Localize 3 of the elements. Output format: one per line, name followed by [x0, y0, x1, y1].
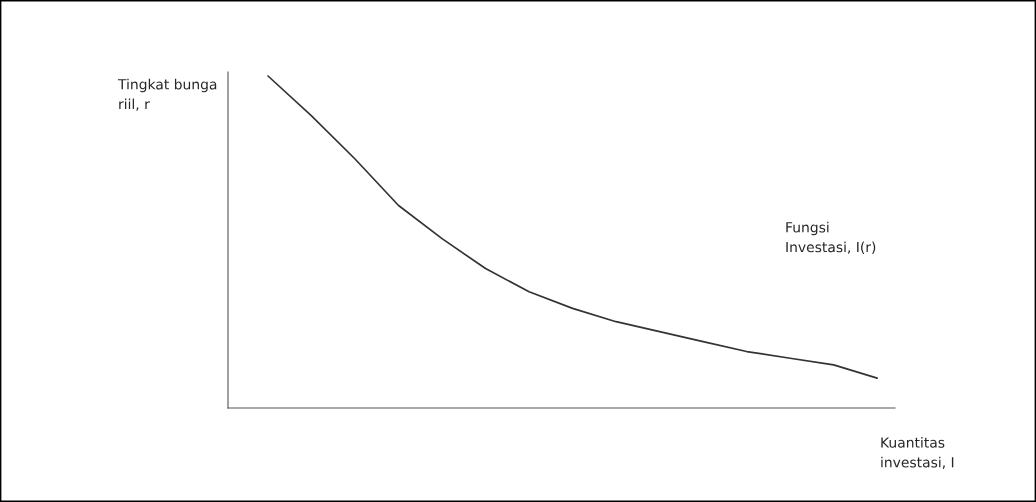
x-axis-title: Kuantitas investasi, I [881, 437, 954, 469]
y-axis-title: Tingkat bunga riil, r [117, 78, 217, 111]
annotation: Fungsi Investasi, I(r) [786, 221, 876, 254]
